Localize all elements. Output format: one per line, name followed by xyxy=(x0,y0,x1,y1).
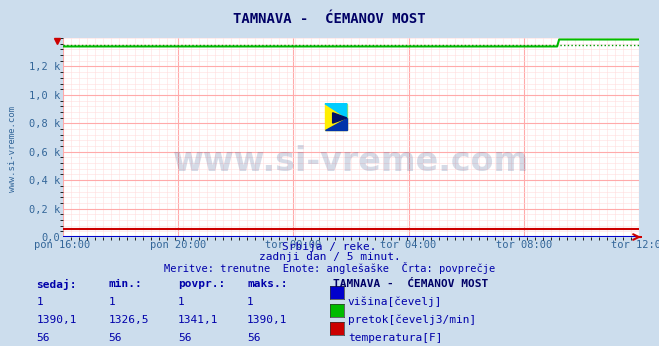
Text: min.:: min.: xyxy=(109,279,142,289)
Text: 1326,5: 1326,5 xyxy=(109,315,149,325)
Text: zadnji dan / 5 minut.: zadnji dan / 5 minut. xyxy=(258,252,401,262)
Text: TAMNAVA -  ĆEMANOV MOST: TAMNAVA - ĆEMANOV MOST xyxy=(333,279,488,289)
Text: maks.:: maks.: xyxy=(247,279,287,289)
Text: 1: 1 xyxy=(247,297,254,307)
Text: 1: 1 xyxy=(109,297,115,307)
Text: sedaj:: sedaj: xyxy=(36,279,76,290)
Polygon shape xyxy=(325,118,347,130)
Text: 1390,1: 1390,1 xyxy=(36,315,76,325)
Polygon shape xyxy=(325,104,347,118)
Text: www.si-vreme.com: www.si-vreme.com xyxy=(173,145,529,178)
Text: višina[čevelj]: višina[čevelj] xyxy=(348,297,442,307)
Text: TAMNAVA -  ĆEMANOV MOST: TAMNAVA - ĆEMANOV MOST xyxy=(233,12,426,26)
Text: 56: 56 xyxy=(178,333,191,343)
Text: 1341,1: 1341,1 xyxy=(178,315,218,325)
Text: 1: 1 xyxy=(178,297,185,307)
Text: 1: 1 xyxy=(36,297,43,307)
Text: temperatura[F]: temperatura[F] xyxy=(348,333,442,343)
Text: www.si-vreme.com: www.si-vreme.com xyxy=(8,106,17,192)
Text: 56: 56 xyxy=(109,333,122,343)
Text: 56: 56 xyxy=(36,333,49,343)
Polygon shape xyxy=(333,113,347,123)
Text: Meritve: trenutne  Enote: anglešaške  Črta: povprečje: Meritve: trenutne Enote: anglešaške Črta… xyxy=(164,262,495,274)
Text: Srbija / reke.: Srbija / reke. xyxy=(282,242,377,252)
Text: 56: 56 xyxy=(247,333,260,343)
Text: povpr.:: povpr.: xyxy=(178,279,225,289)
Text: pretok[čevelj3/min]: pretok[čevelj3/min] xyxy=(348,315,476,325)
Text: 1390,1: 1390,1 xyxy=(247,315,287,325)
Bar xyxy=(325,104,347,130)
